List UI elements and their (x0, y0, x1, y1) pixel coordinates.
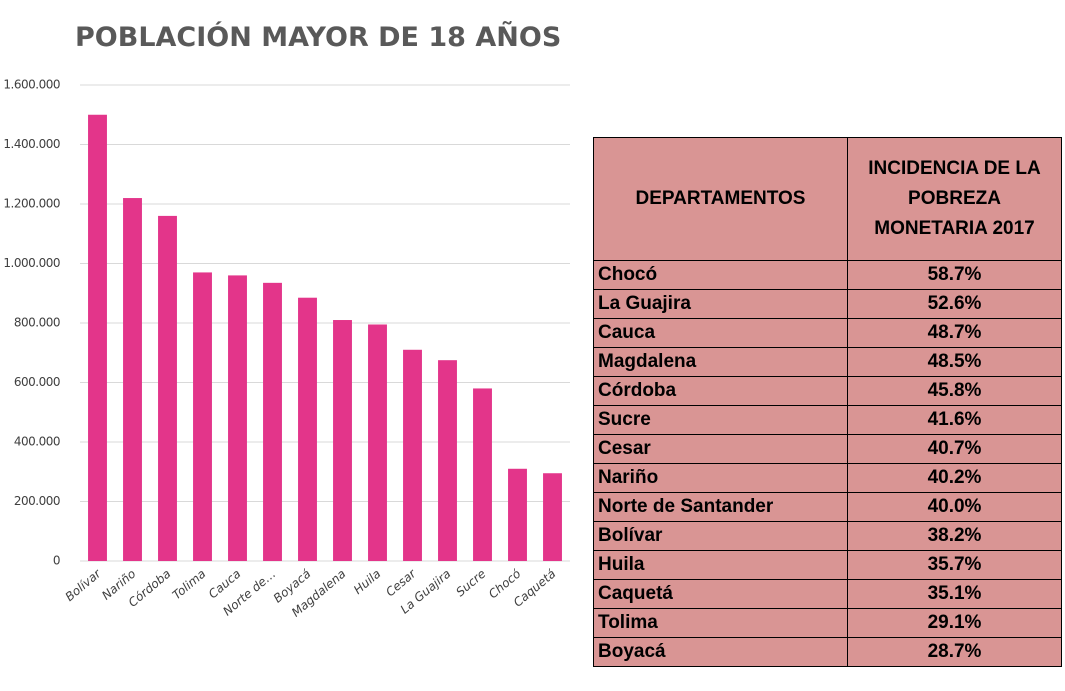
chart-title: POBLACIÓN MAYOR DE 18 AÑOS (75, 21, 561, 53)
bar (368, 324, 387, 561)
y-tick-label: 1.600.000 (3, 78, 60, 92)
table-row: Sucre 41.6% (593, 405, 1062, 435)
poverty-rate: 40.0% (847, 492, 1062, 522)
table-row: Caquetá 35.1% (593, 579, 1062, 609)
bar (298, 297, 317, 561)
department: Córdoba (593, 376, 848, 406)
table-row: Cauca 48.7% (593, 318, 1062, 348)
department: La Guajira (593, 289, 848, 319)
poverty-rate: 41.6% (847, 405, 1062, 435)
department: Chocó (593, 260, 848, 290)
header-cell: DEPARTAMENTOS (593, 137, 848, 261)
department: Sucre (593, 405, 848, 435)
bar (473, 388, 492, 561)
bar (88, 114, 107, 561)
x-tick-label: Sucre (453, 567, 488, 600)
poverty-rate: 40.2% (847, 463, 1062, 493)
poverty-rate: 35.7% (847, 550, 1062, 580)
header-row: DEPARTAMENTOS INCIDENCIA DE LA POBREZA M… (593, 137, 1062, 261)
x-tick-label: Tolima (170, 567, 209, 603)
table-row: Cesar 40.7% (593, 434, 1062, 464)
table-row: Magdalena 48.5% (593, 347, 1062, 377)
poverty-rate: 48.5% (847, 347, 1062, 377)
poverty-rate: 40.7% (847, 434, 1062, 464)
poverty-rate: 35.1% (847, 579, 1062, 609)
department: Cauca (593, 318, 848, 348)
department: Caquetá (593, 579, 848, 609)
bar (438, 360, 457, 561)
y-tick-label: 1.400.000 (3, 137, 60, 151)
table-row: Tolima 29.1% (593, 608, 1062, 638)
y-tick-label: 1.000.000 (3, 256, 60, 270)
bar (158, 215, 177, 561)
table-row: Boyacá 28.7% (593, 637, 1062, 667)
bar (228, 275, 247, 561)
department: Boyacá (593, 637, 848, 667)
y-tick-label: 800.000 (14, 316, 60, 330)
poverty-rate: 52.6% (847, 289, 1062, 319)
poverty-rate: 58.7% (847, 260, 1062, 290)
y-tick-label: 200.000 (14, 494, 60, 508)
header-cell: INCIDENCIA DE LA POBREZA MONETARIA 2017 (847, 137, 1062, 261)
department: Magdalena (593, 347, 848, 377)
department: Cesar (593, 434, 848, 464)
department: Bolívar (593, 521, 848, 551)
chart: POBLACIÓN MAYOR DE 18 AÑOS 0 200.000 400.0… (3, 21, 570, 620)
y-tick-label: 1.200.000 (3, 197, 60, 211)
y-tick-label: 0 (53, 554, 60, 568)
table-row: Huila 35.7% (593, 550, 1062, 580)
poverty-rate: 29.1% (847, 608, 1062, 638)
poverty-rate: 45.8% (847, 376, 1062, 406)
table-row: Chocó 58.7% (593, 260, 1062, 290)
poverty-table: DEPARTAMENTOS INCIDENCIA DE LA POBREZA M… (593, 137, 1062, 667)
table-row: La Guajira 52.6% (593, 289, 1062, 319)
bar (123, 198, 142, 562)
poverty-rate: 38.2% (847, 521, 1062, 551)
bar (543, 473, 562, 561)
bar (508, 468, 527, 561)
table-row: Norte de Santander 40.0% (593, 492, 1062, 522)
department: Nariño (593, 463, 848, 493)
bar (403, 349, 422, 561)
y-tick-label: 400.000 (14, 435, 60, 449)
bar (333, 320, 352, 561)
x-tick-label: Bolívar (63, 566, 105, 604)
table-row: Nariño 40.2% (593, 463, 1062, 493)
bar (193, 272, 212, 561)
department: Huila (593, 550, 848, 580)
x-tick-label: Huila (351, 567, 383, 597)
y-tick-label: 600.000 (14, 375, 60, 389)
table-row: Bolívar 38.2% (593, 521, 1062, 551)
department: Norte de Santander (593, 492, 848, 522)
bar (263, 282, 282, 561)
poverty-rate: 48.7% (847, 318, 1062, 348)
poverty-rate: 28.7% (847, 637, 1062, 667)
table-row: Córdoba 45.8% (593, 376, 1062, 406)
department: Tolima (593, 608, 848, 638)
